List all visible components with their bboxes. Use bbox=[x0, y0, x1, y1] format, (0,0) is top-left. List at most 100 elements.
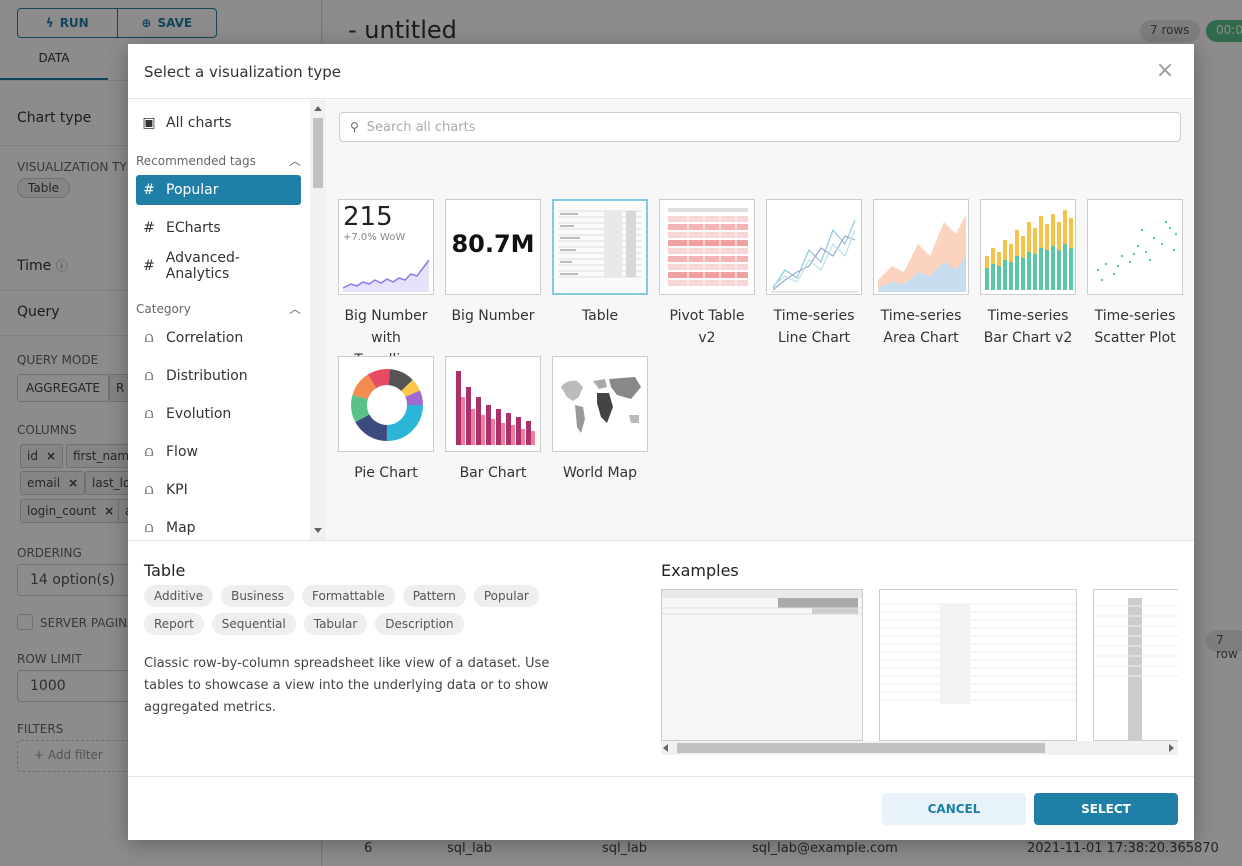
query-mode-label: QUERY MODE bbox=[17, 353, 99, 367]
tag: Popular bbox=[473, 585, 539, 607]
chart-card-world-map[interactable]: World Map bbox=[552, 356, 648, 484]
sidebar-item-evolution[interactable]: ⩍ Evolution bbox=[136, 399, 301, 429]
row-limit-label: ROW LIMIT bbox=[17, 652, 82, 666]
run-button[interactable]: ϟ RUN bbox=[45, 16, 89, 30]
sidebar-item-popular[interactable]: # Popular bbox=[136, 175, 301, 205]
category-shapes-icon: ⩍ bbox=[144, 520, 154, 536]
chart-card-pie-chart[interactable]: Pie Chart bbox=[338, 356, 434, 484]
query-section[interactable]: Query bbox=[17, 304, 60, 320]
recommended-tags-header[interactable]: Recommended tags ︿ bbox=[136, 153, 301, 169]
close-icon[interactable]: × bbox=[1155, 58, 1175, 83]
chart-card-big-number[interactable]: 80.7M Big Number bbox=[445, 199, 541, 327]
scroll-down-arrow[interactable] bbox=[314, 528, 322, 533]
example-image bbox=[661, 589, 863, 741]
example-graphic bbox=[1094, 598, 1178, 740]
sidebar-item-all-charts[interactable]: ▣ All charts bbox=[142, 115, 232, 131]
select-button[interactable]: SELECT bbox=[1034, 793, 1178, 825]
sidebar-item-echarts[interactable]: # ECharts bbox=[143, 220, 221, 236]
category-shapes-icon: ⩍ bbox=[144, 444, 154, 460]
tab-data[interactable]: DATA bbox=[0, 38, 108, 80]
visualization-type-value[interactable]: Table bbox=[17, 178, 71, 198]
hash-icon: # bbox=[143, 182, 155, 198]
tag: Pattern bbox=[402, 585, 466, 607]
visualization-type-label: VISUALIZATION TYP bbox=[17, 160, 135, 174]
chart-card-label: Bar Chart bbox=[459, 465, 527, 481]
chart-filter-sidebar: ▣ All charts Recommended tags ︿ # Popula… bbox=[128, 100, 326, 540]
search-icon: ⚲ bbox=[350, 120, 359, 134]
sidebar-item-advanced-analytics[interactable]: # Advanced-Analytics bbox=[143, 250, 240, 282]
chart-thumbnail bbox=[552, 356, 648, 452]
chart-card-big-number-trendline[interactable]: 215 +7.0% WoW Big Number with Trendline bbox=[338, 199, 434, 371]
sidebar-item-distribution[interactable]: ⩍ Distribution bbox=[136, 361, 301, 391]
aggregate-toggle[interactable]: AGGREGATE bbox=[17, 374, 109, 402]
chart-card-bar-chart[interactable]: Bar Chart bbox=[445, 356, 541, 484]
chart-thumbnail bbox=[1087, 199, 1183, 295]
bolt-icon: ϟ bbox=[45, 16, 54, 30]
time-section[interactable]: Time ⓘ bbox=[17, 258, 68, 274]
scroll-left-arrow[interactable] bbox=[663, 744, 668, 752]
chart-card-line-chart[interactable]: Time-series Line Chart bbox=[766, 199, 862, 349]
chart-thumbnail bbox=[338, 356, 434, 452]
sidebar-item-kpi[interactable]: ⩍ KPI bbox=[136, 475, 301, 505]
donut-graphic bbox=[351, 369, 423, 441]
chart-card-table[interactable]: Table bbox=[552, 199, 648, 327]
chart-card-area-chart[interactable]: Time-series Area Chart bbox=[873, 199, 969, 349]
tag: Sequential bbox=[211, 613, 296, 635]
scatter-graphic bbox=[1096, 220, 1178, 282]
ordering-label: ORDERING bbox=[17, 546, 82, 560]
search-input[interactable] bbox=[366, 119, 1147, 135]
time-badge: 00:0 bbox=[1206, 20, 1242, 42]
column-chip[interactable]: login_count × bbox=[20, 499, 122, 523]
sidebar-item-map[interactable]: ⩍ Map bbox=[136, 513, 301, 540]
cancel-button[interactable]: CANCEL bbox=[882, 793, 1026, 825]
category-shapes-icon: ⩍ bbox=[144, 482, 154, 498]
chevron-up-icon: ︿ bbox=[288, 302, 301, 316]
scroll-right-arrow[interactable] bbox=[1169, 744, 1174, 752]
examples-scrollbar[interactable] bbox=[661, 741, 1178, 755]
chart-tags: Additive Business Formattable Pattern Po… bbox=[144, 585, 564, 635]
sidebar-item-correlation[interactable]: ⩍ Correlation bbox=[136, 323, 301, 353]
chart-card-pivot-table[interactable]: Pivot Table v2 bbox=[659, 199, 755, 349]
plus-circle-icon: ⊕ bbox=[141, 16, 152, 30]
examples-carousel[interactable] bbox=[661, 589, 1178, 757]
trendline-graphic bbox=[342, 259, 430, 292]
save-button[interactable]: ⊕ SAVE bbox=[116, 9, 217, 37]
chart-card-label: Table bbox=[581, 308, 619, 324]
scrollbar-thumb[interactable] bbox=[313, 118, 323, 188]
chart-card-label: Time-series Area Chart bbox=[880, 308, 962, 346]
chart-thumbnail: 80.7M bbox=[445, 199, 541, 295]
run-save-group: ϟ RUN ⊕ SAVE bbox=[17, 8, 217, 38]
info-icon: ⓘ bbox=[55, 259, 68, 273]
pivot-table-graphic bbox=[668, 208, 748, 286]
world-map-graphic bbox=[561, 377, 641, 433]
category-shapes-icon: ⩍ bbox=[144, 330, 154, 346]
modal-title: Select a visualization type bbox=[144, 63, 341, 81]
chart-card-scatter-plot[interactable]: Time-series Scatter Plot bbox=[1087, 199, 1183, 349]
chart-description: Classic row-by-column spreadsheet like v… bbox=[144, 656, 550, 715]
chart-card-label: World Map bbox=[562, 465, 638, 481]
sidebar-scrollbar[interactable] bbox=[310, 100, 326, 540]
chart-card-bar-chart-v2[interactable]: Time-series Bar Chart v2 bbox=[980, 199, 1076, 349]
sidebar-item-flow[interactable]: ⩍ Flow bbox=[136, 437, 301, 467]
chart-type-label: Chart type bbox=[17, 110, 92, 126]
chart-gallery: ⚲ 215 +7.0% WoW Big Number with Trendlin… bbox=[326, 100, 1194, 540]
column-chip[interactable]: email × bbox=[20, 471, 86, 495]
server-pagination-checkbox[interactable] bbox=[17, 614, 33, 630]
example-graphic bbox=[880, 603, 1076, 704]
server-pagination-label: SERVER PAGINA bbox=[40, 616, 136, 630]
chart-thumbnail bbox=[873, 199, 969, 295]
stacked-bar-graphic bbox=[985, 210, 1073, 290]
search-box[interactable]: ⚲ bbox=[339, 112, 1181, 142]
chevron-up-icon: ︿ bbox=[288, 154, 301, 168]
category-header[interactable]: Category ︿ bbox=[136, 301, 301, 317]
scrollbar-thumb[interactable] bbox=[677, 743, 1045, 753]
chart-card-label: Pivot Table v2 bbox=[669, 308, 745, 346]
column-chip[interactable]: id × bbox=[20, 444, 64, 468]
chart-details-panel: Table Additive Business Formattable Patt… bbox=[128, 540, 1194, 776]
category-shapes-icon: ⩍ bbox=[144, 368, 154, 384]
modal-header: Select a visualization type × bbox=[128, 44, 1194, 99]
rows-badge-2: 7 row bbox=[1206, 630, 1242, 661]
scroll-up-arrow[interactable] bbox=[314, 106, 322, 111]
chart-card-label: Big Number bbox=[451, 308, 535, 324]
chart-thumbnail bbox=[659, 199, 755, 295]
